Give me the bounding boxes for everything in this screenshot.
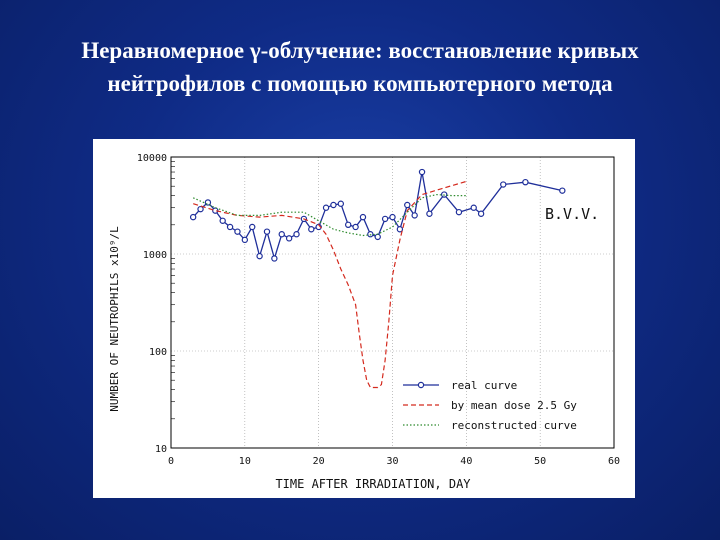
data-point	[189, 213, 197, 221]
x-tick-label: 20	[313, 456, 325, 467]
x-tick-label: 60	[608, 456, 620, 467]
series-line-0	[192, 171, 563, 261]
slide-title-line-1: Неравномерное γ-облучение: восстановлени…	[81, 38, 639, 63]
x-tick-label: 0	[168, 456, 174, 467]
data-point	[337, 200, 345, 207]
y-axis-label: NUMBER OF NEUTROPHILS x10⁹/L	[108, 226, 121, 412]
data-point	[455, 208, 463, 216]
data-point	[226, 223, 234, 231]
data-point	[197, 205, 204, 213]
series-layer	[189, 168, 566, 389]
data-point	[381, 215, 389, 223]
data-point	[404, 201, 411, 209]
plot-frame	[170, 156, 615, 449]
data-point	[330, 201, 337, 209]
y-tick-label: 10	[155, 444, 167, 455]
data-point	[204, 199, 212, 206]
data-point	[559, 187, 566, 194]
x-tick-label: 40	[460, 456, 472, 467]
data-point	[285, 235, 293, 242]
legend-label-0: real curve	[451, 379, 517, 392]
data-point	[411, 212, 418, 219]
x-axis-label: TIME AFTER IRRADIATION, DAY	[275, 477, 471, 491]
data-point	[367, 231, 374, 238]
data-point	[234, 228, 241, 235]
data-point	[500, 181, 507, 188]
slide-title: Неравномерное γ-облучение: восстановлени…	[0, 34, 720, 100]
data-point	[426, 210, 433, 217]
chart-panel: 0 10 20 30 40 50 60 10 100 1000 10000 B.V.V. real …	[93, 139, 635, 498]
data-point	[344, 221, 352, 229]
data-point	[293, 231, 300, 238]
data-point	[389, 213, 396, 221]
legend-label-2: reconstructed curve	[451, 419, 577, 432]
x-tick-label: 30	[386, 456, 398, 467]
data-point	[522, 178, 529, 186]
data-point	[352, 223, 359, 231]
data-point	[263, 228, 271, 235]
data-point	[278, 231, 285, 238]
data-point	[374, 233, 381, 241]
x-tick-label: 50	[534, 456, 546, 467]
data-point	[477, 210, 485, 217]
series-line-2	[192, 193, 467, 237]
data-point	[470, 204, 477, 211]
legend-marker-0	[417, 381, 425, 389]
data-point	[219, 217, 226, 224]
y-tick-label: 10000	[137, 153, 167, 164]
legend-label-1: by mean dose 2.5 Gy	[451, 399, 577, 412]
y-tick-label: 100	[149, 347, 167, 358]
chart-annotation: B.V.V.	[545, 205, 599, 223]
data-point	[256, 252, 263, 260]
data-point	[271, 255, 278, 262]
data-point	[241, 236, 249, 244]
data-point	[359, 213, 367, 221]
data-point	[249, 223, 256, 231]
data-point	[308, 226, 315, 233]
y-tick-label: 1000	[143, 250, 167, 261]
data-point	[322, 204, 330, 211]
slide-title-line-2: нейтрофилов с помощью компьютерного мето…	[107, 71, 613, 96]
data-point	[396, 226, 404, 233]
data-point	[418, 168, 426, 176]
series-line-1	[193, 180, 467, 389]
x-tick-label: 10	[239, 456, 251, 467]
legend: real curve by mean dose 2.5 Gy reconstruct…	[403, 379, 577, 432]
